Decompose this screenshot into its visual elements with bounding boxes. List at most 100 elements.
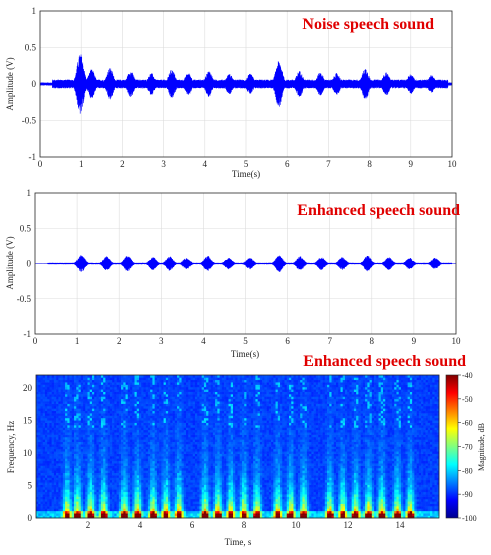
spectrogram-cell — [47, 404, 50, 407]
spectrogram-cell — [184, 427, 187, 430]
spectrogram-cell — [155, 468, 158, 471]
spectrogram-cell — [208, 396, 211, 399]
spectrogram-cell — [135, 501, 138, 504]
spectrogram-cell — [135, 432, 138, 435]
spectrogram-cell — [87, 404, 90, 407]
spectrogram-cell — [110, 411, 113, 414]
spectrogram-cell — [170, 401, 173, 404]
spectrogram-cell — [54, 425, 57, 428]
spectrogram-cell — [43, 396, 46, 399]
spectrogram-cell — [135, 401, 138, 404]
spectrogram-cell — [49, 482, 52, 485]
spectrogram-cell — [202, 449, 205, 452]
spectrogram-cell — [90, 411, 93, 414]
spectrogram-cell — [123, 439, 126, 442]
spectrogram-cell — [199, 470, 202, 473]
spectrogram-cell — [49, 385, 52, 388]
spectrogram-cell — [85, 470, 88, 473]
spectrogram-cell — [67, 487, 70, 490]
spectrogram-cell — [148, 477, 151, 480]
spectrogram-cell — [52, 504, 55, 507]
spectrogram-cell — [40, 473, 43, 476]
spectrogram-cell — [170, 382, 173, 385]
spectrogram-cell — [70, 501, 73, 504]
spectrogram-cell — [99, 416, 102, 419]
spectrogram-cell — [38, 485, 41, 488]
spectrogram-cell — [45, 504, 48, 507]
spectrogram-cell — [114, 399, 117, 402]
spectrogram-cell — [123, 449, 126, 452]
spectrogram-cell — [90, 404, 93, 407]
spectrogram-cell — [197, 437, 200, 440]
spectrogram-cell — [175, 480, 178, 483]
spectrogram-cell — [193, 492, 196, 495]
spectrogram-cell — [157, 392, 160, 395]
spectrogram-cell — [99, 408, 102, 411]
spectrogram-cell — [112, 420, 115, 423]
spectrogram-cell — [67, 489, 70, 492]
spectrogram-cell — [213, 442, 216, 445]
spectrogram-cell — [170, 456, 173, 459]
spectrogram-cell — [49, 401, 52, 404]
spectrogram-cell — [197, 480, 200, 483]
spectrogram-cell — [101, 487, 104, 490]
spectrogram-cell — [202, 468, 205, 471]
spectrogram-cell — [117, 444, 120, 447]
spectrogram-cell — [130, 444, 133, 447]
spectrogram-cell — [121, 468, 124, 471]
spectrogram-cell — [182, 435, 185, 438]
spectrogram-cell — [184, 461, 187, 464]
spectrogram-cell — [213, 413, 216, 416]
spectrogram-cell — [79, 416, 82, 419]
spectrogram-cell — [81, 480, 84, 483]
spectrogram-cell — [206, 399, 209, 402]
spectrogram-cell — [90, 396, 93, 399]
spectrogram-cell — [121, 456, 124, 459]
spectrogram-cell — [126, 447, 129, 450]
spectrogram-cell — [217, 497, 220, 500]
spectrogram-cell — [45, 416, 48, 419]
spectrogram-cell — [170, 477, 173, 480]
spectrogram-cell — [215, 439, 218, 442]
spectrogram-cell — [70, 416, 73, 419]
spectrogram-cell — [56, 454, 59, 457]
spectrogram-cell — [54, 487, 57, 490]
spectrogram-cell — [79, 396, 82, 399]
spectrogram-cell — [76, 442, 79, 445]
spectrogram-cell — [213, 385, 216, 388]
spectrogram-cell — [61, 392, 64, 395]
spectrogram-cell — [54, 504, 57, 507]
spectrogram-cell — [190, 411, 193, 414]
spectrogram-cell — [190, 427, 193, 430]
spectrogram-cell — [56, 461, 59, 464]
spectrogram-cell — [179, 401, 182, 404]
spectrogram-cell — [166, 418, 169, 421]
spectrogram-cell — [38, 377, 41, 380]
spectrogram-cell — [63, 406, 66, 409]
spectrogram-cell — [179, 396, 182, 399]
spectrogram-cell — [85, 442, 88, 445]
spectrogram-cell — [206, 449, 209, 452]
spectrogram-cell — [123, 468, 126, 471]
spectrogram-cell — [159, 489, 162, 492]
spectrogram-cell — [159, 501, 162, 504]
spectrogram-cell — [90, 394, 93, 397]
spectrogram-cell — [146, 439, 149, 442]
spectrogram-cell — [56, 513, 59, 516]
spectrogram-cell — [152, 511, 155, 514]
spectrogram-cell — [137, 444, 140, 447]
spectrogram-cell — [103, 447, 106, 450]
spectrogram-cell — [70, 435, 73, 438]
spectrogram-cell — [45, 482, 48, 485]
spectrogram-cell — [79, 392, 82, 395]
spectrogram-cell — [204, 497, 207, 500]
spectrogram-cell — [38, 511, 41, 514]
spectrogram-cell — [150, 435, 153, 438]
spectrogram-cell — [195, 463, 198, 466]
spectrogram-cell — [137, 439, 140, 442]
spectrogram-cell — [47, 485, 50, 488]
spectrogram-cell — [168, 404, 171, 407]
spectrogram-cell — [199, 411, 202, 414]
spectrogram-cell — [56, 499, 59, 502]
spectrogram-cell — [63, 473, 66, 476]
